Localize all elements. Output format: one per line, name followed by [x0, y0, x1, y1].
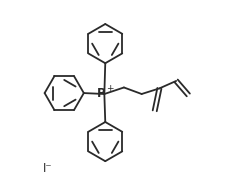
Text: I⁻: I⁻	[43, 162, 52, 175]
Text: +: +	[106, 84, 114, 93]
Text: P: P	[97, 87, 105, 101]
